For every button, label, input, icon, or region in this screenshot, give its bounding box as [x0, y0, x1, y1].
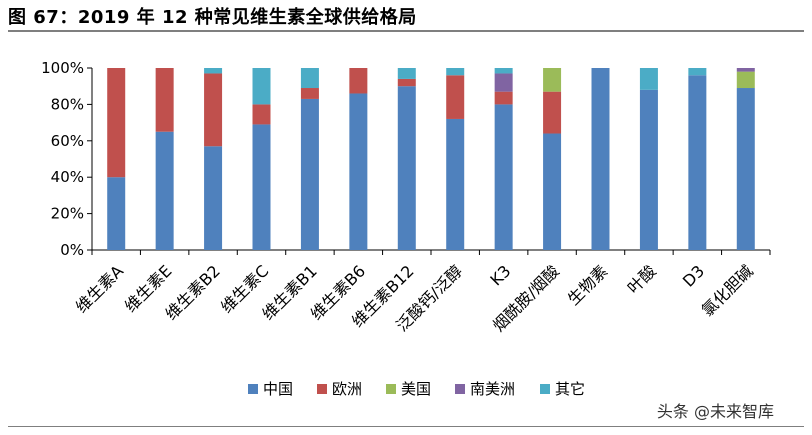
x-tick-label: 维生素A [72, 261, 127, 316]
x-tick-label: 氯化胆碱 [698, 261, 757, 320]
x-tick-label: D3 [679, 261, 708, 290]
y-tick-label: 20% [51, 205, 84, 223]
bar-segment [736, 68, 755, 72]
legend-label: 欧洲 [332, 380, 362, 398]
bar-segment [688, 68, 707, 76]
bar-segment [446, 75, 465, 119]
legend-swatch [455, 384, 465, 394]
bar-segment [543, 133, 562, 250]
bar-segment [494, 68, 513, 74]
bar-segment [300, 88, 319, 99]
x-tick-label: 叶酸 [624, 261, 660, 297]
y-tick-label: 0% [60, 241, 84, 259]
bar-segment [397, 78, 416, 87]
legend-label: 中国 [263, 380, 293, 398]
bar-segment [300, 98, 319, 250]
bar-segment [494, 91, 513, 105]
y-tick-label: 60% [51, 132, 84, 150]
legend-swatch [317, 384, 327, 394]
bar-segment [688, 75, 707, 250]
bar-segment [349, 68, 368, 94]
bar-segment [397, 68, 416, 79]
bottom-divider [8, 426, 804, 427]
bar-segment [736, 88, 755, 251]
y-tick-label: 80% [51, 95, 84, 113]
bar-segment [252, 104, 271, 125]
legend-label: 南美洲 [470, 380, 515, 398]
legend-swatch [386, 384, 396, 394]
bar-segment [204, 68, 223, 74]
title-divider [8, 30, 804, 32]
bar-segment [155, 131, 174, 250]
bar-segment [107, 177, 126, 250]
bar-segment [446, 118, 465, 251]
bar-segment [107, 68, 126, 178]
bar-segment [736, 71, 755, 89]
watermark-text: 头条 @未来智库 [656, 402, 774, 421]
bar-segment [543, 91, 562, 134]
y-tick-label: 40% [51, 168, 84, 186]
bar-segment [494, 73, 513, 92]
x-tick-label: K3 [486, 261, 514, 289]
legend-swatch [248, 384, 258, 394]
bar-segment [349, 93, 368, 250]
bar-segment [155, 68, 174, 132]
bar-segment [204, 146, 223, 250]
chart-title: 图 67：2019 年 12 种常见维生素全球供给格局 [8, 7, 417, 28]
bar-segment [397, 86, 416, 250]
bar-segment [543, 68, 562, 92]
bar-segment [494, 104, 513, 251]
x-tick-label: 生物素 [564, 261, 611, 308]
bar-segment [446, 68, 465, 76]
bar-segment [252, 124, 271, 250]
legend-label: 其它 [555, 380, 585, 398]
bar-segment [639, 68, 658, 90]
legend-label: 美国 [401, 380, 431, 398]
bar-segment [204, 73, 223, 147]
bar-segment [639, 89, 658, 250]
bar-segment [252, 68, 271, 105]
legend-swatch [540, 384, 550, 394]
bar-segment [300, 68, 319, 89]
bar-segment [591, 68, 610, 250]
y-tick-label: 100% [41, 59, 84, 77]
